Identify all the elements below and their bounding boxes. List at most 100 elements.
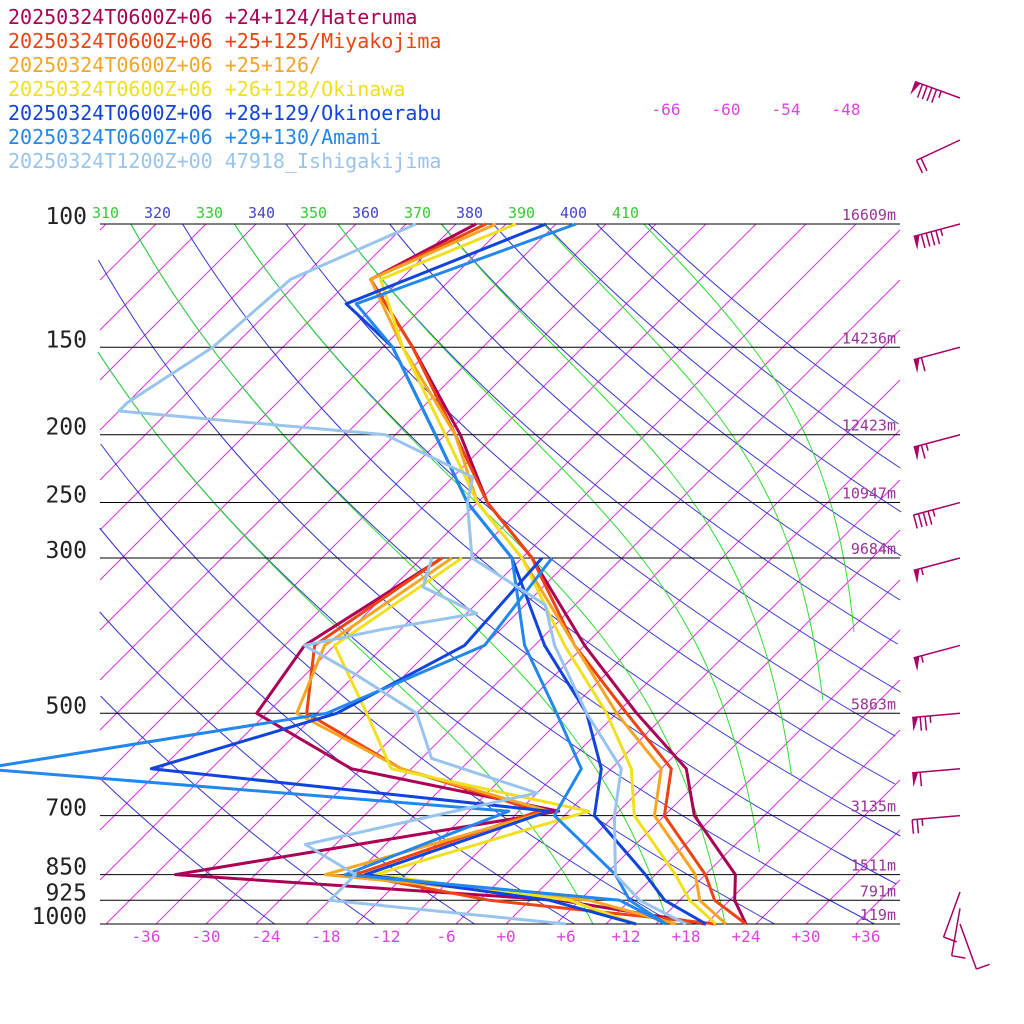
barb-full — [927, 510, 933, 525]
barb-flag — [913, 445, 920, 461]
barb-full — [922, 512, 928, 527]
pressure-label: 150 — [45, 327, 87, 353]
barb-staff — [912, 814, 961, 821]
height-label: 791m — [860, 882, 896, 900]
wind-barb — [912, 501, 961, 529]
legend-entry: 20250324T0600Z+06 +26+128/Okinawa — [8, 77, 405, 101]
wind-barb — [950, 908, 966, 959]
height-label: 5863m — [851, 695, 896, 713]
barb-full — [912, 514, 918, 529]
isotherm-line — [99, 223, 457, 581]
temp-tick-label: +0 — [496, 927, 515, 946]
isotherm-line — [155, 223, 857, 925]
pressure-label: 500 — [45, 693, 87, 719]
pressure-label: 850 — [45, 855, 87, 881]
dry-adiabat-line — [97, 259, 875, 925]
dry-adiabat-line — [544, 223, 902, 513]
barb-half — [920, 655, 924, 663]
temp-tick-label: -18 — [312, 927, 341, 946]
dry-adiabat-line — [182, 223, 901, 837]
temp-tick-label: +6 — [556, 927, 575, 946]
pressure-label: 700 — [45, 796, 87, 822]
isotherm-line — [99, 223, 307, 431]
upper-temp-label: -48 — [832, 100, 861, 119]
isotherm-line — [455, 479, 901, 925]
isotherm-line — [305, 329, 901, 925]
barb-full — [920, 444, 926, 459]
isotherm-line — [99, 223, 557, 681]
theta-label: 360 — [352, 204, 379, 222]
wind-barb — [959, 923, 990, 970]
temp-tick-label: -30 — [192, 927, 221, 946]
dry-adiabat-line — [596, 223, 901, 469]
pressure-label: 200 — [45, 415, 87, 441]
isobar-lines — [100, 223, 900, 925]
barb-flag — [913, 656, 920, 672]
pressure-label: 300 — [45, 538, 87, 564]
barb-full — [925, 232, 931, 247]
height-label: 16609m — [842, 206, 896, 224]
barb-full — [931, 89, 938, 103]
barb-flag — [913, 568, 920, 584]
dry-adiabat-line — [389, 223, 898, 645]
theta-label: 340 — [248, 204, 275, 222]
isotherm-line — [99, 223, 607, 731]
barb-staff — [912, 712, 961, 719]
pressure-label: 1000 — [32, 904, 87, 930]
wind-barb — [911, 814, 961, 834]
wind-barb — [942, 891, 961, 943]
barb-staff — [912, 767, 961, 774]
barb-staff — [913, 501, 961, 516]
barb-half — [938, 90, 942, 98]
dry-adiabat-line — [233, 223, 896, 785]
moist-adiabat-line — [337, 223, 760, 853]
barb-staff — [942, 891, 961, 938]
temp-tick-label: -12 — [372, 927, 401, 946]
temp-tick-label: +24 — [732, 927, 761, 946]
isotherm-line — [99, 223, 257, 381]
isotherm-line — [99, 223, 757, 881]
dry-adiabat-line — [100, 695, 375, 925]
wind-barbs — [910, 80, 990, 970]
isotherm-line — [205, 229, 901, 925]
isotherm-line — [99, 223, 107, 231]
barb-staff — [950, 908, 961, 956]
moist-adiabat-line — [543, 223, 824, 701]
wind-barb — [910, 80, 961, 103]
barb-half — [932, 509, 936, 517]
height-label: 12423m — [842, 417, 896, 435]
barb-full — [916, 84, 924, 98]
barb-full — [976, 963, 990, 970]
theta-label: 410 — [612, 204, 639, 222]
upper-temp-label: -60 — [712, 100, 741, 119]
temp-tick-label: +18 — [672, 927, 701, 946]
isotherm-line — [105, 223, 807, 925]
pressure-label: 925 — [45, 880, 87, 906]
isotherm-line — [99, 223, 657, 781]
height-label: 9684m — [851, 540, 896, 558]
isotherm-line — [355, 379, 901, 925]
barb-half — [925, 443, 929, 451]
temperature-profile-6 — [117, 222, 687, 926]
theta-label: 320 — [144, 204, 171, 222]
isotherm-line — [99, 223, 157, 281]
theta-label: 310 — [92, 204, 119, 222]
barb-staff — [959, 923, 978, 970]
wind-barb — [913, 223, 961, 250]
isotherm-line — [99, 223, 357, 481]
isotherm-line — [99, 223, 207, 331]
barb-full — [921, 85, 928, 100]
wind-barb — [912, 767, 961, 787]
dewpoint-profile-4 — [149, 557, 637, 926]
legend: 20250324T0600Z+06 +24+124/Hateruma202503… — [8, 5, 441, 173]
wind-barb — [913, 644, 961, 672]
barb-half — [929, 715, 932, 723]
pressure-label: 250 — [45, 483, 87, 509]
theta-label: 380 — [456, 204, 483, 222]
isotherm-line — [99, 223, 407, 531]
barb-staff — [916, 139, 961, 161]
barb-full — [920, 357, 926, 372]
barb-full — [920, 234, 926, 249]
sounding-profiles — [0, 222, 748, 926]
